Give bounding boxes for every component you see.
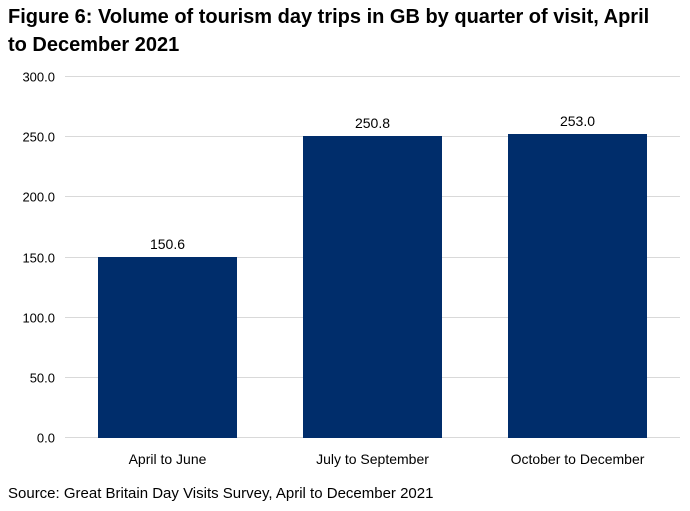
y-tick-label: 250.0 (22, 129, 55, 145)
y-tick-label: 0.0 (36, 430, 55, 446)
y-tick-label: 150.0 (22, 250, 55, 265)
chart-title: Figure 6: Volume of tourism day trips in… (8, 6, 650, 56)
x-axis-label: October to December (510, 451, 645, 467)
y-tick-label: 100.0 (22, 310, 55, 326)
gridline (65, 76, 680, 77)
x-axis-label: April to June (128, 451, 207, 467)
bar-value-label: 253.0 (559, 112, 596, 129)
source-note: Source: Great Britain Day Visits Survey,… (8, 485, 434, 502)
bar-july-to-september (303, 136, 442, 438)
y-tick-label: 50.0 (29, 370, 55, 386)
plot-area: 150.6 250.8 253.0 (65, 76, 680, 438)
bar-value-label: 150.6 (149, 235, 186, 252)
x-axis-label: July to September (316, 451, 429, 467)
y-tick-label: 300.0 (22, 69, 55, 85)
bar-value-label: 250.8 (354, 115, 391, 132)
bar-april-to-june (98, 256, 237, 438)
y-tick-label: 200.0 (22, 189, 55, 205)
bar-october-to-december (508, 133, 647, 438)
